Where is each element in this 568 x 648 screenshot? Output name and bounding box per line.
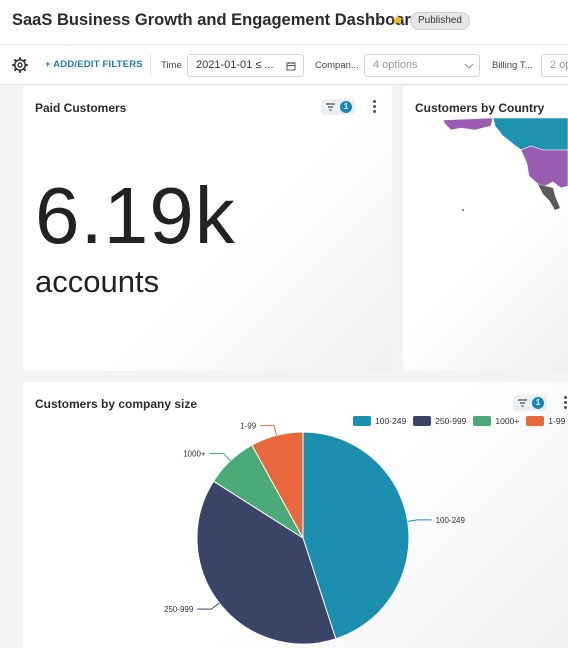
pie-slice-label: 1000+ [183,449,206,458]
legend-label: 100-249 [375,416,407,426]
filter-count-badge: 1 [532,397,544,409]
time-filter-input[interactable]: 2021-01-01 ≤ ... [187,54,304,77]
paid-customers-value: 6.19k [35,171,236,260]
chevron-down-icon [464,63,474,69]
filter-icon [518,399,527,407]
pie-legend: 100-249 250-999 1000+ 1-99 [353,416,568,426]
paid-customers-card: Paid Customers 1 6.19k accounts [23,86,392,371]
time-filter-value: 2021-01-01 ≤ ... [196,59,274,71]
legend-item[interactable]: 100-249 [353,416,406,426]
legend-label: 1000+ [495,416,520,426]
company-size-pie-chart: 100-249 250-999 1000+ 1-99 [164,422,466,645]
legend-item[interactable]: 1000+ [473,416,519,426]
add-edit-filters-button[interactable]: + ADD/EDIT FILTERS [45,59,143,70]
filter-count-badge: 1 [340,101,352,113]
favorite-star-icon[interactable]: ★ [391,12,405,29]
pie-slice-1-99[interactable] [251,431,304,539]
country-map[interactable] [403,116,568,226]
map-region-usa [520,145,568,189]
pie-label-line [407,519,432,522]
legend-swatch [353,416,371,426]
pie-label-line [209,452,231,462]
legend-item[interactable]: 1-99 [526,416,565,426]
company-size-filter-indicator[interactable]: 1 [513,395,547,411]
pie-slice-250-999[interactable] [196,480,337,645]
legend-swatch [473,416,492,426]
filter-label-billing: Billing T... [492,60,533,71]
filter-label-company: Compan... [315,60,359,71]
calendar-icon [286,62,296,71]
customers-by-company-size-card: Customers by company size 1 100-249 250-9… [23,382,568,648]
legend-item[interactable]: 250-999 [413,416,466,426]
pie-label-line [260,425,278,436]
legend-swatch [413,416,432,426]
filter-label-time: Time [161,60,182,71]
paid-customers-filter-indicator[interactable]: 1 [321,99,355,115]
filter-divider [150,55,151,75]
pie-slice-label: 100-249 [436,516,466,525]
company-size-title: Customers by company size [35,397,198,411]
status-badge: Published [410,12,470,30]
legend-swatch [526,416,545,426]
dashboard-header: SaaS Business Growth and Engagement Dash… [0,0,568,44]
paid-customers-title: Paid Customers [35,101,127,115]
map-region-canada [492,117,568,151]
map-region-mexico [538,184,560,210]
legend-label: 1-99 [548,416,566,426]
paid-customers-menu-icon[interactable] [373,100,377,114]
customers-by-country-card: Customers by Country [403,86,568,371]
company-size-menu-icon[interactable] [564,396,568,410]
paid-customers-unit: accounts [35,264,160,299]
dashboard-title: SaaS Business Growth and Engagement Dash… [12,11,421,29]
pie-label-line [197,602,220,610]
filter-bar: + ADD/EDIT FILTERS Time 2021-01-01 ≤ ...… [0,44,568,85]
company-filter-select[interactable]: 4 options [364,54,480,77]
map-region-alaska [442,117,494,131]
pie-slice-label: 1-99 [240,422,257,431]
billing-filter-value: 2 op [550,59,568,71]
gear-icon[interactable] [12,57,28,73]
company-filter-value: 4 options [373,59,418,71]
billing-filter-select[interactable]: 2 op [541,54,568,77]
filter-icon [326,103,335,111]
pie-slice-label: 250-999 [164,605,194,614]
pie-slice-100-249[interactable] [302,431,410,640]
legend-label: 250-999 [435,416,467,426]
customers-by-country-title: Customers by Country [415,101,545,115]
